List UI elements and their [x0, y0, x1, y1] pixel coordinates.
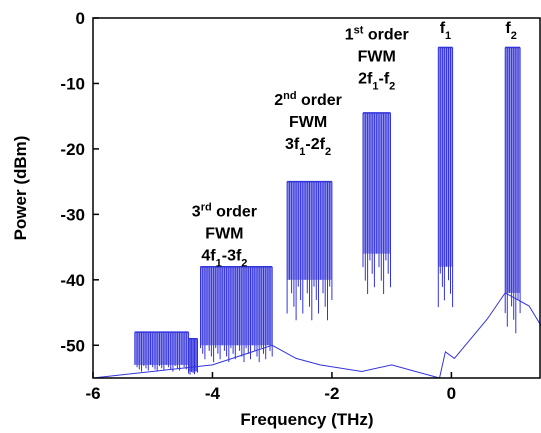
band-comb — [437, 47, 454, 308]
noise-floor-line — [92, 292, 541, 379]
annotation-f2-label: f2 — [505, 20, 516, 42]
band-envelope — [438, 47, 453, 267]
x-axis-title: Frequency (THz) — [240, 410, 373, 429]
annotation-third-order: 3rd order FWM 4f1-3f2 — [192, 201, 257, 269]
x-tick-label: -4 — [205, 384, 221, 403]
y-tick-label: -50 — [60, 336, 85, 355]
band-2 — [200, 265, 273, 363]
spectrum-bands — [134, 46, 521, 375]
band-envelope — [505, 47, 521, 293]
y-tick-label: 0 — [76, 9, 85, 28]
band-comb — [200, 266, 273, 363]
y-axis-title: Power (dBm) — [11, 136, 30, 241]
band-4 — [362, 112, 391, 294]
band-0 — [134, 331, 190, 372]
annotation-first-order: 1st order FWM 2f1-f2 — [345, 25, 409, 93]
band-comb — [362, 112, 391, 294]
annotation-second-order: 2nd order FWM 3f1-2f2 — [274, 90, 342, 158]
axes: -6 -4 -2 00-10-20-30-40-50 — [60, 9, 541, 403]
y-tick-label: -30 — [60, 205, 85, 224]
band-envelope — [200, 266, 273, 346]
band-6 — [504, 46, 521, 334]
band-3 — [286, 180, 333, 321]
y-tick-label: -10 — [60, 74, 85, 93]
band-5 — [437, 46, 454, 308]
annotation-f1-label: f1 — [440, 20, 451, 42]
y-tick-label: -40 — [60, 271, 85, 290]
y-tick-label: -20 — [60, 140, 85, 159]
band-1 — [188, 337, 198, 375]
plot-frame — [92, 17, 541, 379]
band-comb — [286, 181, 333, 321]
band-comb — [188, 338, 198, 375]
noise-floor — [92, 292, 541, 379]
x-tick-label: -2 — [324, 384, 339, 403]
x-tick-label: 0 — [447, 384, 456, 403]
x-tick-label: -6 — [85, 384, 100, 403]
band-comb — [134, 332, 190, 372]
band-comb — [504, 47, 521, 334]
